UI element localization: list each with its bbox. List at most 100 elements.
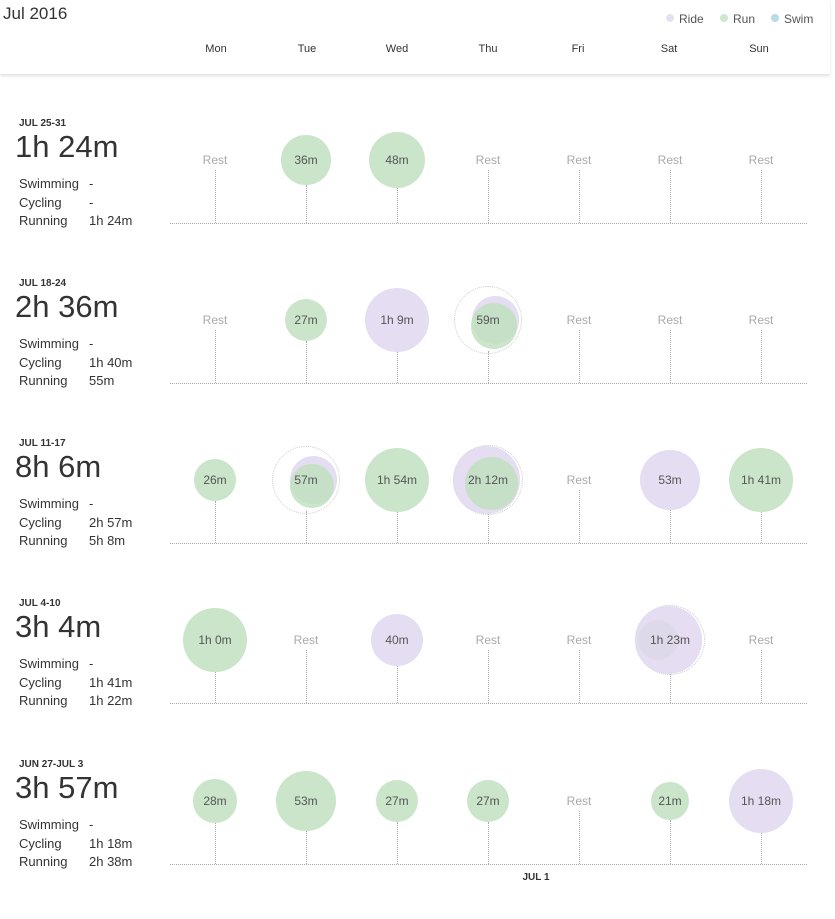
week-baseline: [170, 864, 807, 865]
run-bubble[interactable]: [276, 771, 336, 831]
rest-day-label: Rest: [566, 794, 592, 808]
week-row: JUN 27-JUL 3 3h 57m Swimming - Cycling 1h 18m…: [0, 759, 835, 919]
ride-bubble[interactable]: [634, 606, 702, 674]
calendar-header: Jul 2016 Ride Run Swim Mon Tue Wed Thu F…: [0, 0, 830, 74]
run-dot-icon: [720, 14, 728, 22]
day-duration-label: 53m: [658, 473, 682, 487]
day-total-ring: [453, 285, 523, 355]
day-header-sat: Sat: [660, 43, 678, 55]
day-duration-label: 1h 41m: [740, 473, 782, 487]
day-stem: [579, 650, 580, 703]
stat-label-cycling: Cycling: [19, 836, 62, 851]
ride-bubble[interactable]: [640, 450, 700, 510]
day-stem: [397, 665, 398, 703]
day-stem: [579, 330, 580, 383]
stat-label-running: Running: [19, 533, 68, 548]
day-stem: [579, 170, 580, 223]
rest-day-label: Rest: [566, 473, 592, 487]
day-stem: [670, 819, 671, 864]
run-bubble[interactable]: [466, 779, 510, 823]
day-duration-label: 27m: [385, 794, 409, 808]
week-label: JUL 4-10: [19, 598, 61, 609]
run-bubble[interactable]: [368, 131, 426, 189]
stat-value-cycling: 1h 40m: [89, 355, 133, 370]
day-stem: [215, 822, 216, 864]
rest-day-label: Rest: [566, 313, 592, 327]
day-duration-label: 57m: [294, 473, 318, 487]
rest-day-label: Rest: [475, 633, 501, 647]
stat-label-running: Running: [19, 213, 68, 228]
day-stem: [761, 170, 762, 223]
day-stem: [397, 352, 398, 383]
run-bubble[interactable]: [194, 459, 236, 501]
run-bubble[interactable]: [471, 303, 517, 349]
day-stem: [306, 341, 307, 383]
day-duration-label: 40m: [385, 633, 409, 647]
day-header-tue: Tue: [297, 43, 317, 55]
day-stem: [306, 830, 307, 864]
run-bubble[interactable]: [281, 135, 331, 185]
day-stem: [761, 833, 762, 864]
day-duration-label: 1h 0m: [198, 633, 232, 647]
day-stem: [579, 811, 580, 864]
run-bubble[interactable]: [183, 608, 247, 672]
ride-dot-icon: [666, 14, 674, 22]
run-bubble[interactable]: [193, 779, 237, 823]
stat-label-cycling: Cycling: [19, 515, 62, 530]
day-stem: [579, 490, 580, 543]
stat-value-swimming: -: [89, 176, 94, 191]
day-stem: [761, 330, 762, 383]
stat-value-running: 2h 38m: [89, 854, 133, 869]
day-duration-label: 27m: [476, 794, 500, 808]
run-bubble[interactable]: [651, 782, 689, 820]
stat-value-running: 1h 24m: [89, 213, 133, 228]
run-bubble[interactable]: [284, 298, 328, 342]
rest-day-label: Rest: [748, 313, 774, 327]
day-duration-label: 1h 54m: [376, 473, 418, 487]
ride-bubble[interactable]: [371, 614, 423, 666]
stat-value-swimming: -: [89, 817, 94, 832]
rest-day-label: Rest: [293, 633, 319, 647]
stat-label-cycling: Cycling: [19, 195, 62, 210]
week-baseline: [170, 383, 807, 384]
ride-bubble[interactable]: [365, 288, 429, 352]
day-duration-label: 2h 12m: [467, 473, 509, 487]
ride-bubble[interactable]: [729, 769, 793, 833]
legend-run[interactable]: Run: [720, 12, 755, 26]
run-bubble[interactable]: [375, 779, 419, 823]
day-header-thu: Thu: [478, 43, 498, 55]
day-stem: [397, 188, 398, 223]
day-duration-label: 53m: [294, 794, 318, 808]
stat-value-running: 5h 8m: [89, 533, 126, 548]
run-bubble[interactable]: [289, 463, 335, 509]
day-duration-label: 36m: [294, 153, 318, 167]
stat-label-cycling: Cycling: [19, 675, 62, 690]
rest-day-label: Rest: [475, 153, 501, 167]
week-row: JUL 25-31 1h 24m Swimming - Cycling - Running 1…: [0, 118, 835, 278]
stat-value-swimming: -: [89, 336, 94, 351]
stat-value-running: 1h 22m: [89, 693, 133, 708]
day-duration-label: 28m: [203, 794, 227, 808]
rest-day-label: Rest: [202, 153, 228, 167]
stat-label-cycling: Cycling: [19, 355, 62, 370]
day-duration-label: 48m: [385, 153, 409, 167]
legend-swim[interactable]: Swim: [771, 12, 813, 26]
legend-ride[interactable]: Ride: [666, 12, 704, 26]
month-title: Jul 2016: [3, 4, 68, 23]
day-duration-label: 21m: [658, 794, 682, 808]
day-duration-label: 26m: [203, 473, 227, 487]
stat-value-swimming: -: [89, 656, 94, 671]
rest-day-label: Rest: [202, 313, 228, 327]
stat-value-cycling: 1h 18m: [89, 836, 133, 851]
week-label: JUN 27-JUL 3: [19, 759, 84, 770]
run-bubble[interactable]: [729, 448, 793, 512]
day-stem: [761, 650, 762, 703]
week-row: JUL 11-17 8h 6m Swimming - Cycling 2h 57m Runn…: [0, 438, 835, 598]
stat-label-running: Running: [19, 854, 68, 869]
rest-day-label: Rest: [566, 633, 592, 647]
rest-day-label: Rest: [657, 313, 683, 327]
stat-value-running: 55m: [89, 373, 115, 388]
run-bubble[interactable]: [465, 457, 519, 511]
week-row: JUL 18-24 2h 36m Swimming - Cycling 1h 40m Run…: [0, 278, 835, 438]
run-bubble[interactable]: [365, 448, 429, 512]
